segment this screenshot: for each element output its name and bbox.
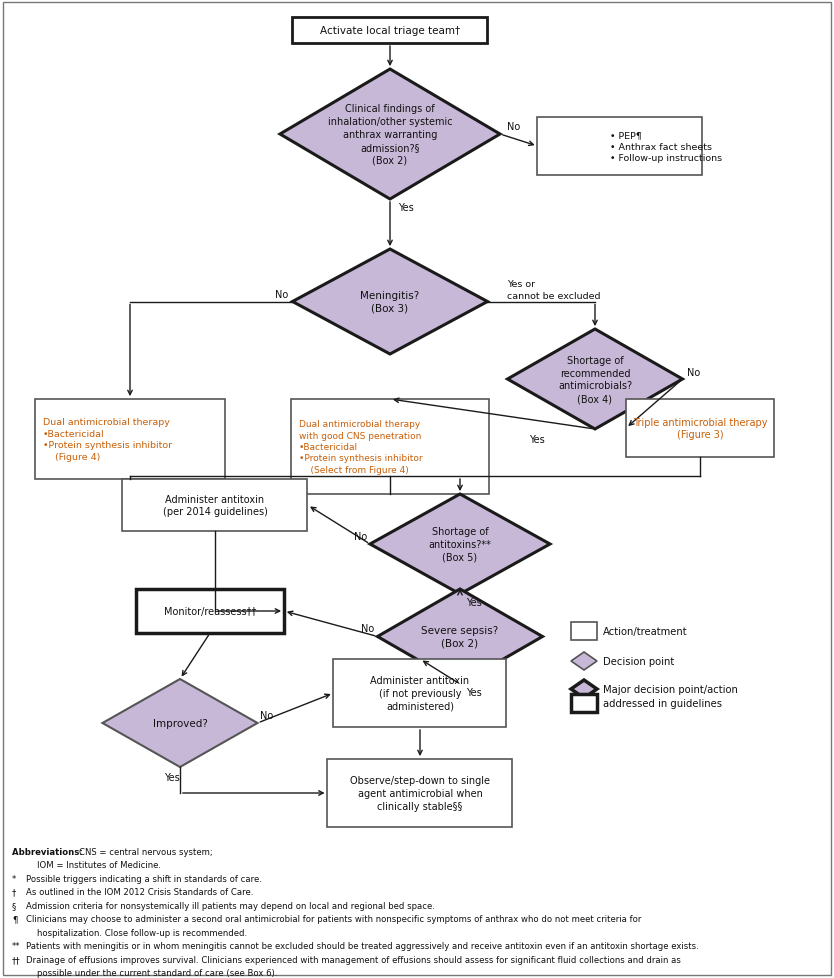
Text: **: **	[12, 942, 21, 951]
Polygon shape	[293, 249, 488, 355]
Polygon shape	[378, 590, 542, 685]
Text: No: No	[275, 290, 289, 300]
Text: *: *	[12, 874, 16, 883]
Text: No: No	[507, 122, 520, 132]
Text: Monitor/reassess††: Monitor/reassess††	[163, 606, 256, 616]
Text: Administer antitoxin
(per 2014 guidelines): Administer antitoxin (per 2014 guideline…	[163, 494, 268, 516]
Polygon shape	[103, 680, 258, 767]
Text: Improved?: Improved?	[153, 718, 208, 729]
FancyBboxPatch shape	[334, 659, 506, 728]
Text: Drainage of effusions improves survival. Clinicians experienced with management : Drainage of effusions improves survival.…	[26, 956, 681, 964]
Text: Yes: Yes	[466, 598, 482, 607]
Text: Yes: Yes	[530, 434, 545, 445]
FancyBboxPatch shape	[626, 400, 774, 458]
FancyBboxPatch shape	[291, 400, 489, 495]
FancyBboxPatch shape	[537, 118, 702, 176]
Text: As outlined in the IOM 2012 Crisis Standards of Care.: As outlined in the IOM 2012 Crisis Stand…	[26, 888, 254, 897]
FancyBboxPatch shape	[571, 622, 597, 641]
FancyBboxPatch shape	[328, 759, 513, 827]
FancyBboxPatch shape	[293, 18, 488, 44]
FancyBboxPatch shape	[136, 590, 284, 634]
Polygon shape	[571, 681, 597, 698]
Text: Action/treatment: Action/treatment	[603, 626, 687, 637]
Text: Decision point: Decision point	[603, 656, 674, 666]
Polygon shape	[370, 495, 550, 595]
Text: §: §	[12, 901, 16, 911]
Text: Patients with meningitis or in whom meningitis cannot be excluded should be trea: Patients with meningitis or in whom meni…	[26, 942, 699, 951]
Text: IOM = Institutes of Medicine.: IOM = Institutes of Medicine.	[26, 861, 161, 869]
FancyBboxPatch shape	[571, 694, 597, 712]
Text: Dual antimicrobial therapy
with good CNS penetration
•Bactericidal
•Protein synt: Dual antimicrobial therapy with good CNS…	[299, 420, 423, 474]
Text: Shortage of
antitoxins?**
(Box 5): Shortage of antitoxins?** (Box 5)	[429, 527, 491, 562]
Text: Yes: Yes	[164, 773, 180, 782]
Text: Yes: Yes	[466, 688, 482, 697]
Text: Admission criteria for nonsystemically ill patients may depend on local and regi: Admission criteria for nonsystemically i…	[26, 901, 435, 911]
Text: Observe/step-down to single
agent antimicrobial when
clinically stable§§: Observe/step-down to single agent antimi…	[350, 776, 490, 811]
Text: †: †	[12, 888, 17, 897]
FancyBboxPatch shape	[123, 479, 308, 531]
Text: Yes or
cannot be excluded: Yes or cannot be excluded	[508, 280, 601, 300]
Text: ¶: ¶	[12, 914, 18, 923]
Text: Triple antimicrobial therapy
(Figure 3): Triple antimicrobial therapy (Figure 3)	[633, 418, 767, 440]
Text: No: No	[354, 531, 367, 542]
Text: Major decision point/action: Major decision point/action	[603, 685, 738, 694]
Text: No: No	[361, 624, 374, 634]
FancyBboxPatch shape	[35, 400, 225, 479]
Text: No: No	[687, 368, 701, 378]
Text: Severe sepsis?
(Box 2): Severe sepsis? (Box 2)	[421, 626, 499, 648]
Text: Administer antitoxin
(if not previously
administered): Administer antitoxin (if not previously …	[370, 676, 470, 711]
Text: Yes: Yes	[398, 202, 414, 213]
Polygon shape	[571, 652, 597, 670]
Text: addressed in guidelines: addressed in guidelines	[603, 698, 722, 708]
Text: Clinicians may choose to administer a second oral antimicrobial for patients wit: Clinicians may choose to administer a se…	[26, 914, 641, 923]
Text: Meningitis?
(Box 3): Meningitis? (Box 3)	[360, 290, 420, 314]
Text: Dual antimicrobial therapy
•Bactericidal
•Protein synthesis inhibitor
    (Figur: Dual antimicrobial therapy •Bactericidal…	[43, 418, 172, 462]
Text: Possible triggers indicating a shift in standards of care.: Possible triggers indicating a shift in …	[26, 874, 262, 883]
Text: ††: ††	[12, 956, 21, 964]
Text: possible under the current standard of care (see Box 6).: possible under the current standard of c…	[26, 968, 278, 977]
Text: No: No	[260, 710, 274, 720]
Polygon shape	[280, 70, 500, 200]
Text: • PEP¶
• Anthrax fact sheets
• Follow-up instructions: • PEP¶ • Anthrax fact sheets • Follow-up…	[610, 131, 722, 162]
Text: Abbreviations:: Abbreviations:	[12, 847, 86, 856]
Text: Activate local triage team†: Activate local triage team†	[320, 26, 460, 36]
Polygon shape	[508, 330, 682, 429]
Text: hospitalization. Close follow-up is recommended.: hospitalization. Close follow-up is reco…	[26, 928, 247, 937]
Text: Clinical findings of
inhalation/other systemic
anthrax warranting
admission?§
(B: Clinical findings of inhalation/other sy…	[328, 105, 452, 165]
Text: CNS = central nervous system;: CNS = central nervous system;	[79, 847, 214, 856]
Text: Shortage of
recommended
antimicrobials?
(Box 4): Shortage of recommended antimicrobials? …	[558, 355, 632, 404]
